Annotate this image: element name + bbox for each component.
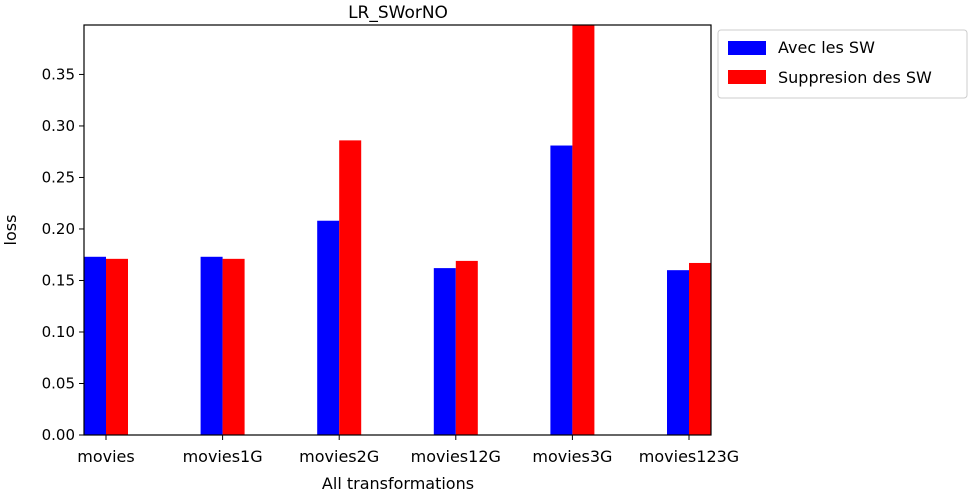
legend-label-avec: Avec les SW: [778, 38, 875, 57]
bar-suppresion-movies12G: [455, 260, 478, 435]
y-tick-label: 0.10: [42, 323, 75, 341]
x-axis: movies movies1G movies2G movies12G movies3G m…: [77, 435, 739, 466]
y-tick-label: 0.35: [42, 65, 75, 83]
x-tick-label: movies12G: [411, 447, 501, 466]
x-axis-label: All transformations: [322, 474, 474, 493]
bar-avec-movies3G: [550, 145, 573, 435]
legend-swatch-suppresion: [728, 70, 766, 84]
y-axis-label: loss: [1, 215, 20, 246]
y-tick-label: 0.25: [42, 168, 75, 186]
bar-avec-movies: [84, 256, 106, 435]
y-tick-label: 0.20: [42, 220, 75, 238]
bar-suppresion-movies3G: [572, 25, 595, 435]
x-tick-label: movies1G: [183, 447, 263, 466]
legend-frame: [717, 29, 968, 99]
plot-frame: [83, 24, 712, 436]
y-tick-label: 0.30: [42, 117, 75, 135]
y-tick-label: 0.00: [42, 426, 75, 444]
x-tick-label: movies123G: [639, 447, 739, 466]
x-tick-label: movies3G: [532, 447, 612, 466]
bar-avec-movies2G: [317, 220, 340, 435]
y-tick-label: 0.15: [42, 271, 75, 289]
legend-swatch-avec: [728, 41, 766, 55]
bar-avec-movies12G: [433, 268, 456, 435]
y-axis: 0.00 0.05 0.10 0.15 0.20 0.25 0.30 0.35: [42, 65, 84, 444]
bar-suppresion-movies2G: [339, 140, 362, 435]
bar-avec-movies1G: [200, 256, 223, 435]
chart-title: LR_SWorNO: [348, 3, 448, 23]
x-tick-label: movies2G: [299, 447, 379, 466]
bar-suppresion-movies1G: [222, 258, 245, 435]
x-tick-label: movies: [77, 447, 134, 466]
legend-label-suppresion: Suppresion des SW: [778, 68, 932, 87]
legend: Avec les SW Suppresion des SW: [717, 29, 968, 99]
bar-suppresion-movies123G: [689, 262, 711, 435]
bars-group: [84, 25, 711, 435]
bar-avec-movies123G: [667, 270, 689, 435]
bar-suppresion-movies: [106, 258, 128, 435]
y-tick-label: 0.05: [42, 374, 75, 392]
